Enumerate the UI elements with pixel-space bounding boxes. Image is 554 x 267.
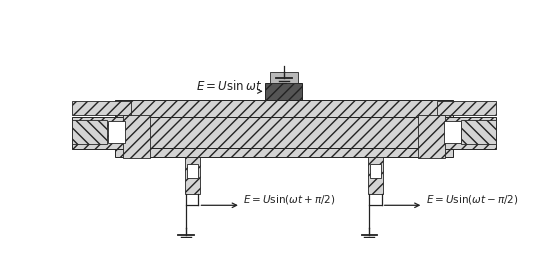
Bar (184, 157, 200, 194)
Bar (72, 117, 146, 149)
Bar (270, 72, 298, 83)
Bar (370, 164, 381, 178)
Bar (187, 164, 198, 178)
Bar (123, 115, 150, 158)
Bar (444, 121, 461, 143)
Bar (418, 115, 445, 158)
Bar (107, 121, 125, 143)
Bar (265, 83, 302, 100)
Bar (115, 148, 453, 157)
Bar (72, 120, 107, 144)
Bar (368, 157, 383, 194)
Bar (461, 120, 496, 144)
Text: $E=U\sin(\omega t+\pi/2)$: $E=U\sin(\omega t+\pi/2)$ (243, 193, 336, 206)
Bar (115, 117, 453, 148)
Bar (72, 101, 131, 115)
Bar (437, 101, 496, 115)
Bar (115, 100, 453, 117)
Bar (422, 117, 496, 149)
Text: $E=U\sin\omega t$: $E=U\sin\omega t$ (196, 79, 262, 93)
Text: $E=U\sin(\omega t-\pi/2)$: $E=U\sin(\omega t-\pi/2)$ (425, 193, 518, 206)
